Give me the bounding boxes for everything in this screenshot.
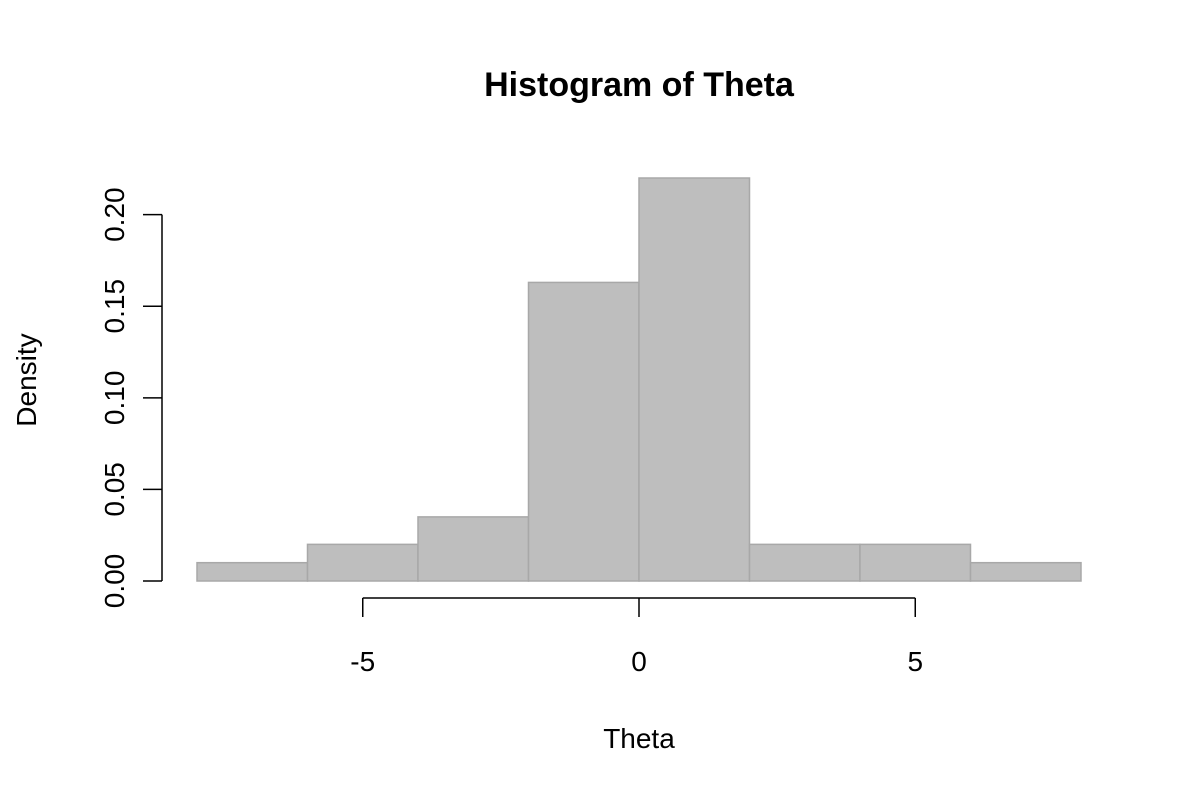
y-tick-label: 0.10 [99,371,130,426]
histogram-bar [638,177,751,582]
y-axis: 0.00 0.05 0.10 0.15 0.20 [99,187,163,609]
histogram-bar [417,516,530,582]
x-axis: -5 0 5 [350,597,923,677]
x-tick-label: 0 [631,646,647,677]
y-tick-label: 0.15 [99,279,130,334]
histogram-bar [196,561,309,582]
histogram-bar [527,281,640,582]
x-tick-label: 5 [907,646,923,677]
y-tick-label: 0.20 [99,187,130,242]
y-tick-label: 0.05 [99,462,130,516]
y-tick-label: 0.00 [99,554,130,609]
histogram-bars [196,177,1082,582]
histogram-bar [306,543,419,582]
x-tick-label: -5 [350,646,375,677]
histogram-bar [969,561,1082,582]
histogram-bar [748,543,861,582]
x-axis-label: Theta [603,723,675,754]
chart-title: Histogram of Theta [484,66,795,104]
y-axis-label: Density [11,333,42,426]
histogram-bar [859,543,972,582]
